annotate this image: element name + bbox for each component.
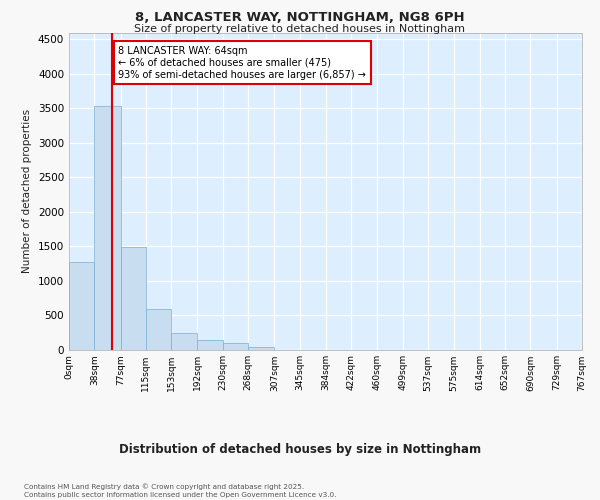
Text: 8, LANCASTER WAY, NOTTINGHAM, NG8 6PH: 8, LANCASTER WAY, NOTTINGHAM, NG8 6PH	[135, 11, 465, 24]
Y-axis label: Number of detached properties: Number of detached properties	[22, 109, 32, 274]
Text: 8 LANCASTER WAY: 64sqm
← 6% of detached houses are smaller (475)
93% of semi-det: 8 LANCASTER WAY: 64sqm ← 6% of detached …	[118, 46, 367, 80]
Text: Contains HM Land Registry data © Crown copyright and database right 2025.
Contai: Contains HM Land Registry data © Crown c…	[24, 484, 337, 498]
Bar	[146, 308, 172, 350]
Bar	[121, 247, 146, 350]
Bar	[197, 340, 223, 350]
Bar	[69, 262, 94, 350]
Text: Size of property relative to detached houses in Nottingham: Size of property relative to detached ho…	[134, 24, 466, 34]
Bar	[94, 106, 121, 350]
Bar	[248, 347, 274, 350]
Bar	[223, 343, 248, 350]
Text: Distribution of detached houses by size in Nottingham: Distribution of detached houses by size …	[119, 442, 481, 456]
Bar	[172, 332, 197, 350]
